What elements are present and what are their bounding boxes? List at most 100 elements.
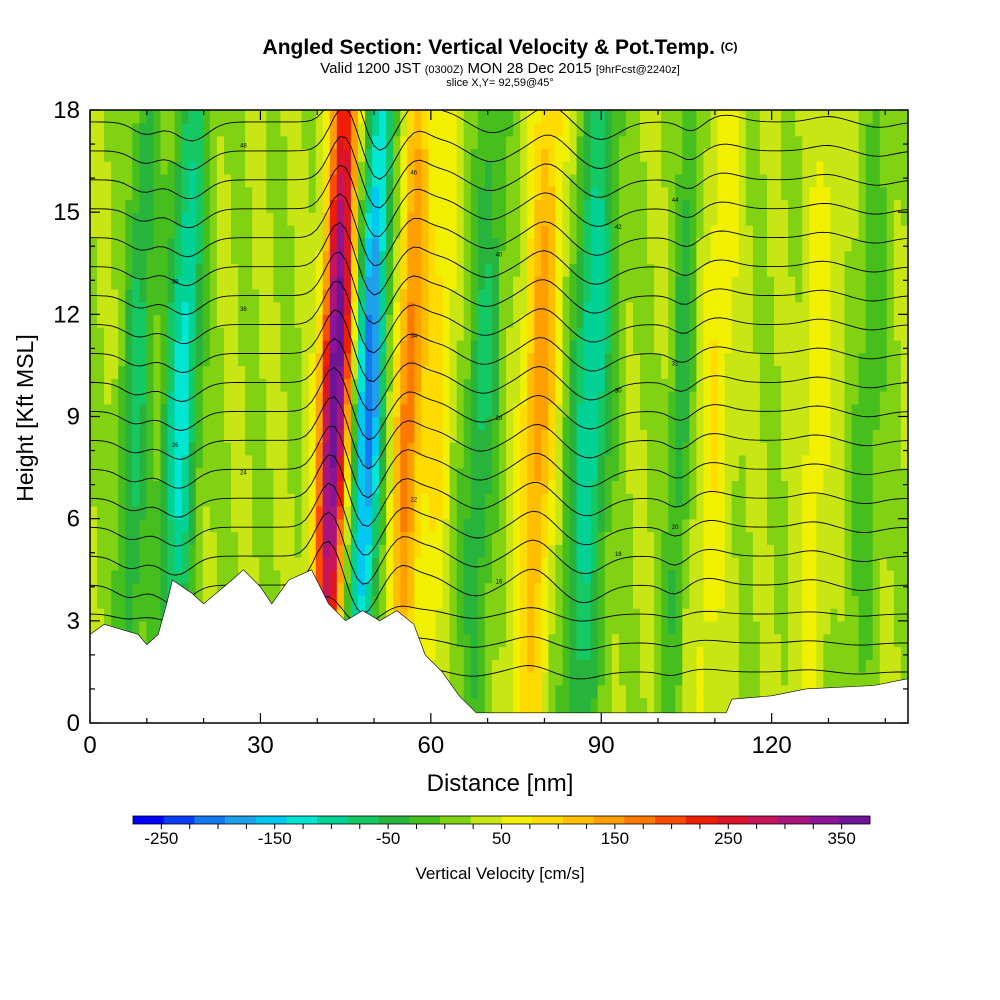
velocity-cell <box>809 212 818 226</box>
velocity-cell <box>90 595 98 609</box>
velocity-cell <box>435 442 444 456</box>
velocity-cell <box>167 569 176 584</box>
velocity-cell <box>689 608 698 622</box>
velocity-cell <box>202 224 211 239</box>
velocity-cell <box>569 314 578 328</box>
velocity-cell <box>731 467 740 482</box>
velocity-cell <box>724 212 733 226</box>
velocity-cell <box>160 518 169 533</box>
velocity-cell <box>527 288 535 303</box>
velocity-cell <box>273 557 282 571</box>
velocity-cell <box>435 378 444 392</box>
velocity-cell <box>463 173 472 188</box>
velocity-cell <box>379 352 387 367</box>
velocity-cell <box>252 199 260 213</box>
velocity-cell <box>633 301 641 316</box>
velocity-cell <box>759 161 768 175</box>
velocity-cell <box>336 595 345 609</box>
velocity-cell <box>449 671 458 686</box>
velocity-cell <box>301 480 310 494</box>
velocity-cell <box>611 442 620 456</box>
velocity-cell <box>675 148 684 162</box>
velocity-cell <box>273 237 282 252</box>
velocity-cell <box>343 199 352 213</box>
velocity-cell <box>350 314 359 328</box>
velocity-cell <box>816 505 825 520</box>
velocity-cell <box>209 365 218 379</box>
velocity-cell <box>386 429 394 443</box>
velocity-cell <box>421 429 430 443</box>
velocity-cell <box>499 582 507 596</box>
velocity-cell <box>421 199 430 213</box>
velocity-cell <box>625 569 634 584</box>
velocity-cell <box>682 697 691 711</box>
velocity-cell <box>463 569 472 584</box>
velocity-cell <box>604 161 613 175</box>
velocity-cell <box>195 276 204 290</box>
velocity-cell <box>470 416 479 430</box>
velocity-cell <box>499 544 507 558</box>
velocity-cell <box>238 314 246 328</box>
velocity-cell <box>555 416 564 430</box>
velocity-cell <box>435 480 444 494</box>
velocity-cell <box>301 288 310 303</box>
velocity-cell <box>414 620 423 635</box>
velocity-cell <box>491 646 500 660</box>
velocity-cell <box>259 505 267 520</box>
velocity-cell <box>731 416 740 430</box>
velocity-cell <box>301 442 310 456</box>
velocity-cell <box>350 110 359 124</box>
velocity-cell <box>463 327 472 341</box>
velocity-cell <box>336 378 345 392</box>
velocity-cell <box>484 671 493 686</box>
velocity-cell <box>583 391 592 405</box>
velocity-cell <box>541 224 550 239</box>
velocity-cell <box>407 250 416 264</box>
velocity-cell <box>703 582 712 596</box>
velocity-cell <box>252 442 260 456</box>
velocity-cell <box>329 212 338 226</box>
velocity-cell <box>774 454 782 469</box>
velocity-cell <box>216 557 225 571</box>
velocity-cell <box>428 531 437 545</box>
velocity-cell <box>428 595 437 609</box>
velocity-cell <box>710 595 719 609</box>
velocity-cell <box>146 288 155 303</box>
velocity-cell <box>386 518 394 533</box>
velocity-cell <box>675 429 684 443</box>
velocity-cell <box>315 199 324 213</box>
velocity-cell <box>703 173 712 188</box>
velocity-cell <box>696 442 705 456</box>
velocity-cell <box>181 110 190 124</box>
velocity-cell <box>675 135 684 149</box>
velocity-cell <box>174 327 183 341</box>
velocity-cell <box>597 442 606 456</box>
velocity-cell <box>153 518 162 533</box>
velocity-cell <box>654 288 662 303</box>
velocity-cell <box>506 416 514 430</box>
velocity-cell <box>513 173 521 188</box>
velocity-cell <box>633 365 641 379</box>
velocity-cell <box>259 493 267 507</box>
velocity-cell <box>745 595 754 609</box>
velocity-cell <box>125 237 134 252</box>
velocity-cell <box>118 161 126 175</box>
velocity-cell <box>421 557 430 571</box>
velocity-cell <box>802 531 810 545</box>
velocity-cell <box>386 148 394 162</box>
velocity-cell <box>195 454 204 469</box>
velocity-cell <box>767 378 775 392</box>
velocity-cell <box>611 505 620 520</box>
velocity-cell <box>421 276 430 290</box>
velocity-cell <box>484 263 493 277</box>
velocity-cell <box>273 276 282 290</box>
velocity-cell <box>767 403 775 418</box>
velocity-cell <box>365 544 373 558</box>
velocity-cell <box>597 518 606 533</box>
velocity-cell <box>781 263 789 277</box>
velocity-cell <box>372 288 380 303</box>
velocity-cell <box>266 544 275 558</box>
velocity-cell <box>477 633 486 648</box>
velocity-cell <box>590 620 599 635</box>
velocity-cell <box>188 429 197 443</box>
